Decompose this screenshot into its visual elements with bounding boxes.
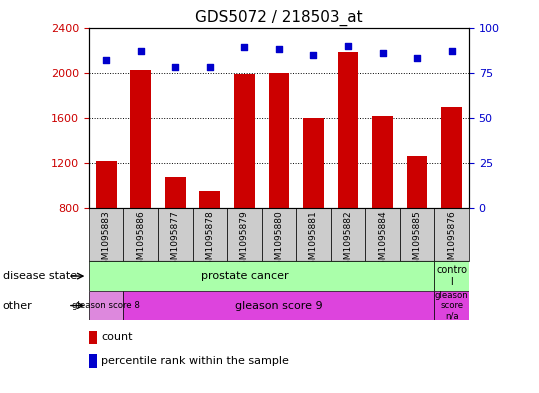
Text: gleason score 9: gleason score 9 [235,301,323,310]
Text: count: count [101,332,133,342]
Bar [123,291,434,320]
Text: GSM1095885: GSM1095885 [413,210,421,271]
Text: gleason
score
n/a: gleason score n/a [435,291,468,320]
Bar [365,208,400,261]
Point [240,44,248,51]
Point [344,42,353,49]
Bar [303,118,324,208]
Point [275,46,284,52]
Text: prostate cancer: prostate cancer [201,271,288,281]
Bar [337,52,358,208]
Text: GSM1095884: GSM1095884 [378,210,387,270]
Text: GSM1095881: GSM1095881 [309,210,318,271]
Text: GSM1095883: GSM1095883 [102,210,110,271]
Bar [130,70,151,208]
Bar [434,261,469,291]
Point [309,51,318,58]
Point [447,48,456,54]
Bar [199,191,220,208]
Text: GSM1095876: GSM1095876 [447,210,456,271]
Bar [331,208,365,261]
Text: gleason score 8: gleason score 8 [72,301,140,310]
Text: GSM1095886: GSM1095886 [136,210,145,271]
Bar [89,331,97,344]
Bar [158,208,192,261]
Bar [123,208,158,261]
Bar [96,161,116,208]
Bar [234,74,255,208]
Bar [192,208,227,261]
Point [102,57,110,63]
Bar [434,291,469,320]
Bar [407,156,427,208]
Bar [227,208,261,261]
Point [413,55,421,61]
Bar [165,177,185,208]
Text: GSM1095880: GSM1095880 [274,210,284,271]
Bar [268,73,289,208]
Title: GDS5072 / 218503_at: GDS5072 / 218503_at [195,10,363,26]
Bar [261,208,296,261]
Point [171,64,179,70]
Point [205,64,214,70]
Text: GSM1095878: GSM1095878 [205,210,215,271]
Bar [434,208,469,261]
Text: GSM1095879: GSM1095879 [240,210,249,271]
Bar [89,208,123,261]
Bar [296,208,331,261]
Bar [372,116,393,208]
Point [136,48,145,54]
Text: other: other [3,301,32,310]
Bar [89,354,97,367]
Bar [400,208,434,261]
Text: contro
l: contro l [436,265,467,287]
Text: GSM1095882: GSM1095882 [343,210,353,270]
Text: percentile rank within the sample: percentile rank within the sample [101,356,289,366]
Point [378,50,387,56]
Text: GSM1095877: GSM1095877 [171,210,180,271]
Text: disease state: disease state [3,271,77,281]
Bar [441,107,462,208]
Bar [89,291,123,320]
